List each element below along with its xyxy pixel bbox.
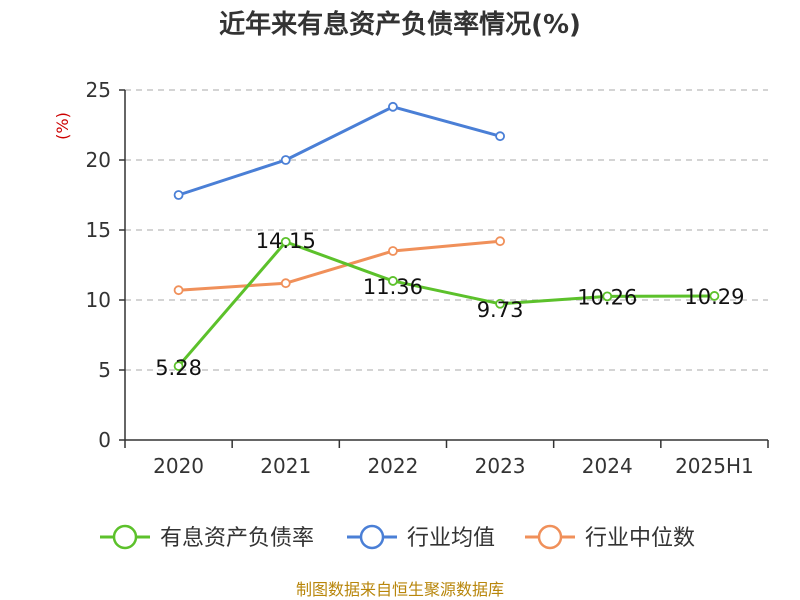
data-label: 11.36	[363, 275, 423, 299]
x-tick-label: 2025H1	[675, 454, 754, 478]
data-point	[495, 298, 505, 309]
legend-label-1: 行业均值	[407, 526, 495, 551]
legend-label-0: 有息资产负债率	[160, 526, 314, 551]
series-line-2	[178, 239, 501, 292]
y-tick-label: 0	[98, 428, 111, 452]
data-point	[602, 291, 613, 302]
y-axis-label: (%)	[53, 112, 72, 140]
y-tick-label: 25	[86, 78, 111, 102]
series-line-1	[178, 105, 501, 197]
data-point	[173, 361, 184, 371]
x-tick-label: 2022	[367, 454, 418, 478]
y-tick-label: 10	[86, 288, 111, 312]
legend-marker-1	[359, 524, 385, 550]
series-line-0	[177, 240, 715, 368]
grid-lines	[125, 89, 768, 371]
data-point	[495, 236, 505, 247]
legend-marker-0	[112, 524, 138, 550]
y-tick-label: 15	[86, 218, 111, 242]
data-point	[280, 236, 291, 247]
y-tick-label: 20	[86, 148, 111, 172]
axes: 0 5 10 15 20 25 2020 2021 2022 2023 2024 2025H1	[86, 78, 769, 478]
source-note: 制图数据来自恒生聚源数据库	[296, 580, 504, 599]
chart-title: 近年来有息资产负债率情况(%)	[219, 9, 581, 40]
x-tick-label: 2021	[260, 454, 311, 478]
data-point	[495, 131, 505, 142]
legend-label-2: 行业中位数	[585, 526, 695, 551]
x-tick-label: 2020	[153, 454, 204, 478]
data-labels: 5.28 14.15 11.36 9.73 10.26 10.29	[155, 229, 744, 380]
data-label: 10.26	[577, 285, 637, 309]
data-label: 10.29	[684, 285, 744, 309]
legend-marker-2	[537, 524, 563, 550]
data-point	[280, 278, 291, 289]
data-point	[280, 155, 291, 165]
data-point	[709, 291, 720, 301]
series-layer	[173, 101, 720, 371]
data-point	[173, 190, 184, 200]
y-tick-label: 5	[98, 358, 111, 382]
data-point	[388, 246, 398, 256]
legend: 有息资产负债率 行业均值 行业中位数	[100, 524, 695, 551]
data-point	[388, 101, 398, 112]
data-point	[388, 276, 398, 286]
data-point	[173, 285, 184, 296]
data-label: 9.73	[477, 298, 524, 322]
data-label: 5.28	[155, 356, 202, 380]
x-tick-label: 2024	[582, 454, 633, 478]
x-tick-label: 2023	[475, 454, 526, 478]
data-label: 14.15	[256, 229, 316, 253]
